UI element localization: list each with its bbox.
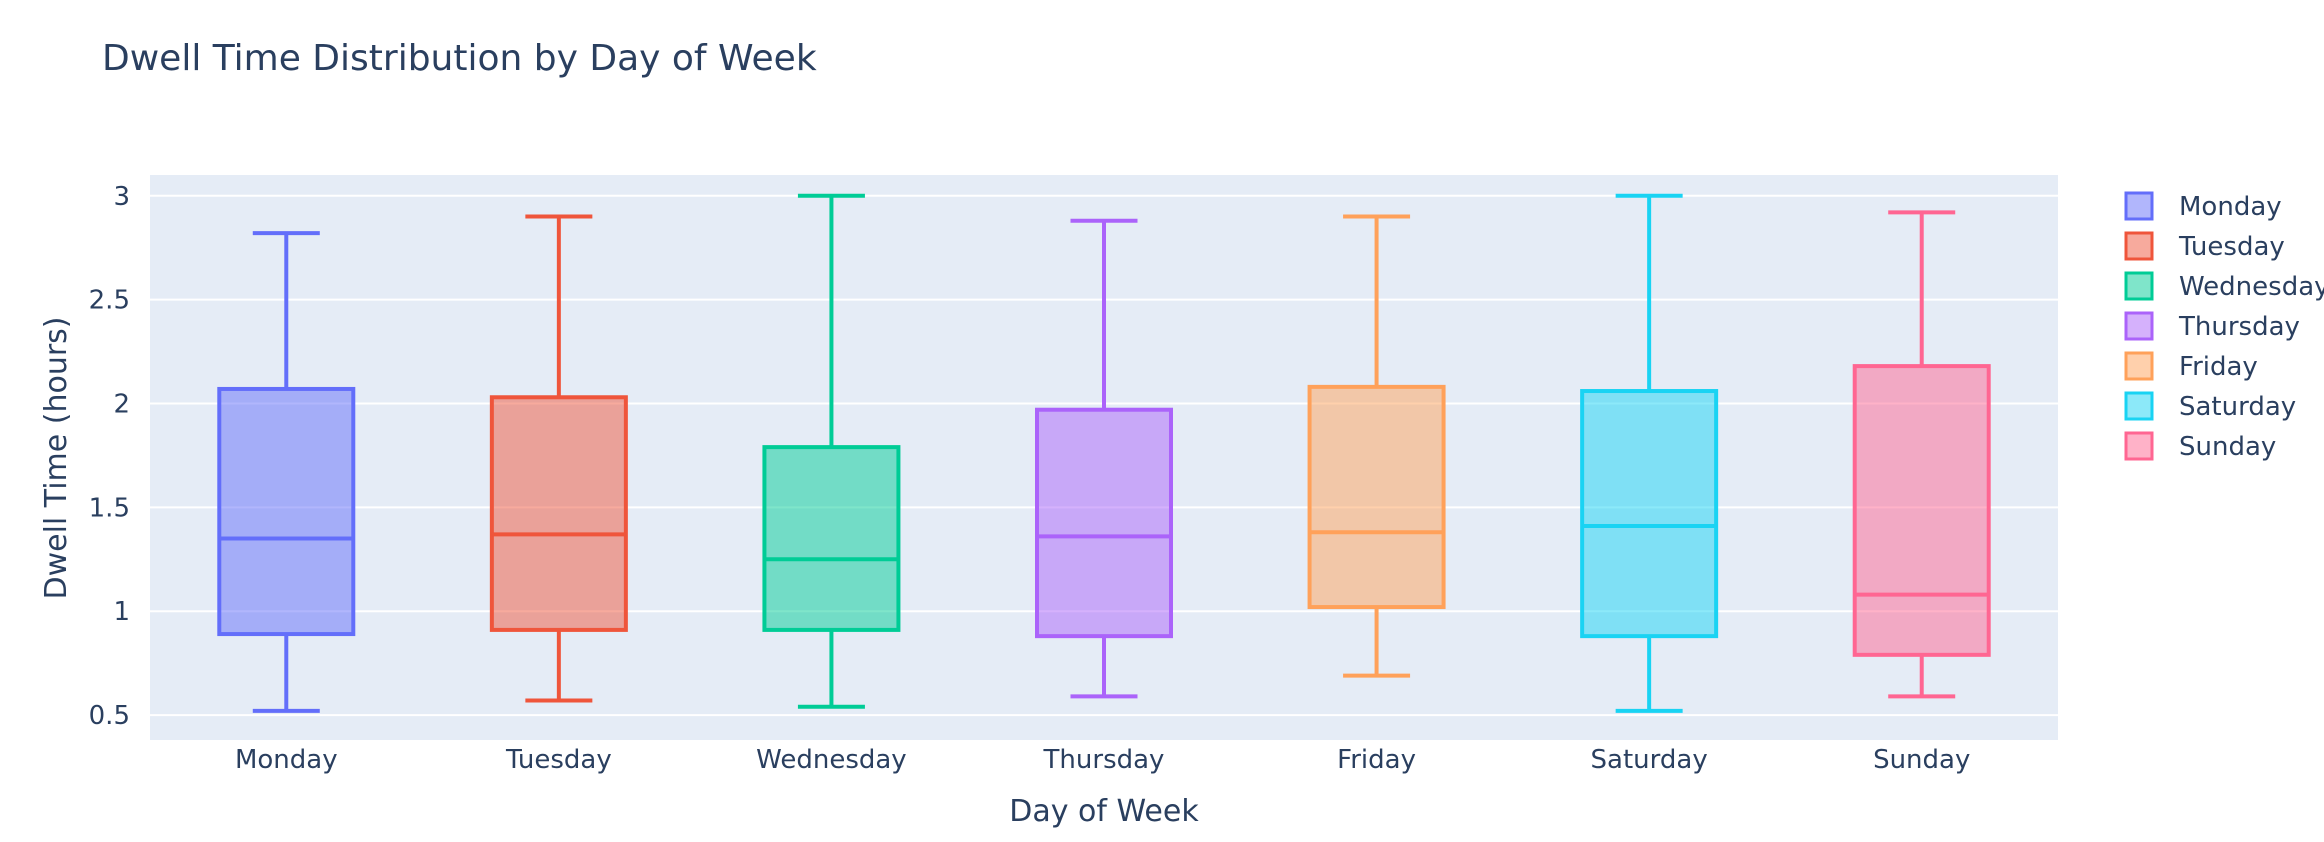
legend-label: Friday <box>2179 352 2258 382</box>
legend-label: Tuesday <box>2178 232 2285 262</box>
y-tick-label: 0.5 <box>89 701 130 731</box>
legend-label: Monday <box>2179 192 2282 222</box>
y-axis-title: Dwell Time (hours) <box>39 316 74 599</box>
y-axis-ticks: 0.5 1 1.5 2 2.5 3 <box>89 182 130 731</box>
y-tick-label: 1 <box>113 597 130 627</box>
legend-swatch <box>2124 431 2154 461</box>
y-tick-label: 2.5 <box>89 286 130 316</box>
legend-label: Wednesday <box>2179 272 2324 302</box>
boxes <box>217 193 1991 713</box>
legend-swatch <box>2124 271 2154 301</box>
y-tick-label: 1.5 <box>89 493 130 523</box>
x-tick-label: Saturday <box>1591 745 1708 775</box>
legend-item-friday: Friday <box>2124 351 2258 382</box>
legend-item-saturday: Saturday <box>2124 391 2296 422</box>
x-tick-label: Monday <box>235 745 338 775</box>
x-tick-label: Sunday <box>1873 745 1970 775</box>
legend: Monday Tuesday Wednesday Thursday Friday Satu… <box>2124 191 2324 462</box>
x-axis-title: Day of Week <box>1009 794 1199 829</box>
iqr-box <box>1852 364 1991 657</box>
legend-label: Sunday <box>2179 432 2276 462</box>
y-tick-label: 3 <box>113 182 130 212</box>
x-tick-label: Tuesday <box>505 745 612 775</box>
x-tick-label: Wednesday <box>756 745 907 775</box>
legend-swatch <box>2124 231 2154 261</box>
box-friday <box>1307 214 1446 678</box>
legend-label: Saturday <box>2179 392 2296 422</box>
x-tick-label: Friday <box>1337 745 1416 775</box>
legend-item-thursday: Thursday <box>2124 311 2300 342</box>
y-tick-label: 2 <box>113 389 130 419</box>
iqr-box <box>489 395 628 632</box>
box-monday <box>217 231 356 713</box>
legend-swatch <box>2124 391 2154 421</box>
iqr-box <box>762 445 901 632</box>
box-thursday <box>1035 218 1173 699</box>
legend-item-monday: Monday <box>2124 191 2282 222</box>
iqr-box <box>1580 389 1719 639</box>
x-tick-label: Thursday <box>1043 745 1165 775</box>
box-sunday <box>1852 210 1991 699</box>
box-tuesday <box>489 214 628 703</box>
legend-item-sunday: Sunday <box>2124 431 2276 462</box>
box-saturday <box>1580 193 1719 713</box>
iqr-box <box>217 386 356 637</box>
box-wednesday <box>762 193 901 709</box>
legend-swatch <box>2124 191 2154 221</box>
x-axis-ticks: Monday Tuesday Wednesday Thursday Friday Satu… <box>235 745 1970 775</box>
chart-title: Dwell Time Distribution by Day of Week <box>102 38 817 79</box>
legend-item-wednesday: Wednesday <box>2124 271 2324 302</box>
iqr-box <box>1035 407 1173 639</box>
legend-swatch <box>2124 311 2154 341</box>
legend-label: Thursday <box>2178 312 2300 342</box>
iqr-box <box>1307 384 1446 610</box>
legend-swatch <box>2124 351 2154 381</box>
legend-item-tuesday: Tuesday <box>2124 231 2285 262</box>
